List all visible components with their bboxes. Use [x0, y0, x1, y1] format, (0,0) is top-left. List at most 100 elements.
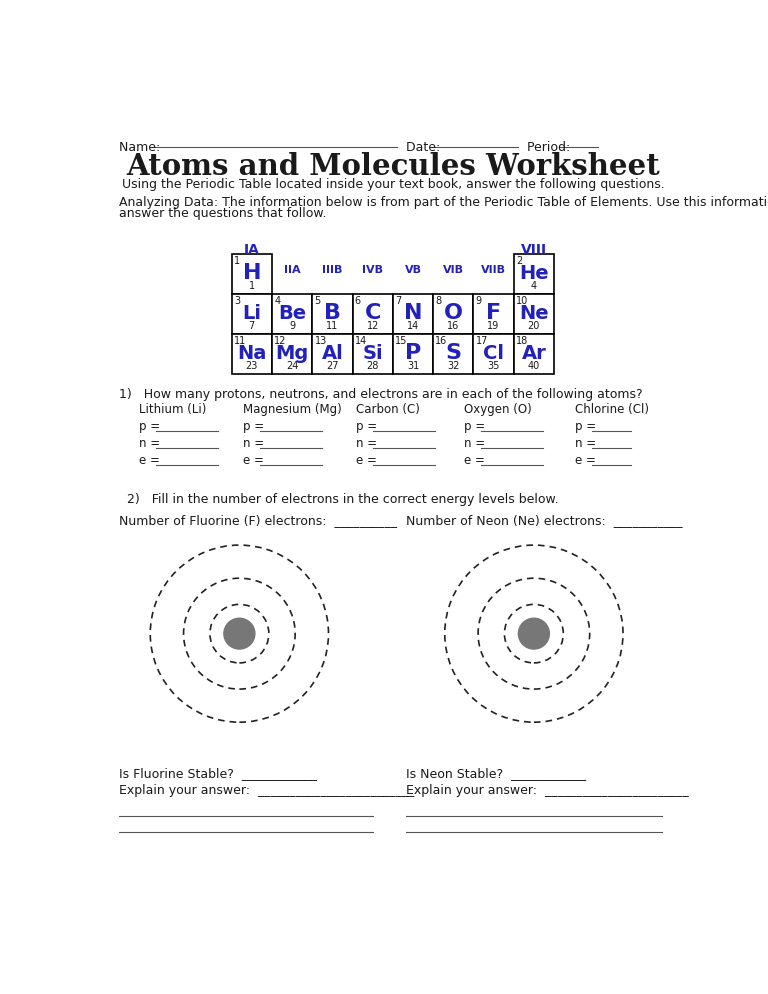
Text: 4: 4 [531, 281, 537, 291]
Text: Al: Al [322, 344, 343, 363]
Text: 1)   How many protons, neutrons, and electrons are in each of the following atom: 1) How many protons, neutrons, and elect… [119, 388, 643, 401]
Text: Number of Fluorine (F) electrons:  __________: Number of Fluorine (F) electrons: ______… [119, 514, 397, 527]
Text: p =: p = [356, 420, 377, 433]
Bar [514, 294, 554, 334]
Text: Analyzing Data: The information below is from part of the Periodic Table of Elem: Analyzing Data: The information below is… [119, 196, 768, 210]
Bar [433, 334, 473, 374]
Text: 13: 13 [315, 336, 327, 347]
Text: N: N [404, 303, 422, 323]
Text: 20: 20 [528, 321, 540, 331]
Text: Mg: Mg [276, 344, 309, 363]
Text: Lithium (Li): Lithium (Li) [139, 404, 206, 416]
Text: e =: e = [139, 454, 160, 467]
Text: 3: 3 [234, 296, 240, 306]
Text: Cl: Cl [483, 344, 504, 363]
Bar [353, 334, 392, 374]
Text: p =: p = [464, 420, 485, 433]
Text: Explain your answer:  _________________________: Explain your answer: ___________________… [119, 784, 415, 797]
Text: 10: 10 [516, 296, 528, 306]
Text: p =: p = [139, 420, 160, 433]
Bar [232, 334, 272, 374]
Text: Ne: Ne [519, 304, 548, 323]
Text: 32: 32 [447, 361, 459, 371]
Text: IIA: IIA [283, 265, 300, 275]
Bar [433, 294, 473, 334]
Text: 8: 8 [435, 296, 442, 306]
Bar [392, 294, 433, 334]
Bar [353, 294, 392, 334]
Text: p =: p = [575, 420, 596, 433]
Text: 15: 15 [396, 336, 408, 347]
Circle shape [224, 618, 255, 649]
Text: O: O [444, 303, 463, 323]
Text: 23: 23 [246, 361, 258, 371]
Text: 12: 12 [274, 336, 286, 347]
Text: e =: e = [243, 454, 264, 467]
Text: 28: 28 [366, 361, 379, 371]
Bar [272, 294, 313, 334]
Text: 7: 7 [396, 296, 402, 306]
Text: e =: e = [356, 454, 376, 467]
Text: p =: p = [243, 420, 264, 433]
Text: 14: 14 [407, 321, 419, 331]
Text: n =: n = [356, 437, 377, 450]
Text: Number of Neon (Ne) electrons:  ___________: Number of Neon (Ne) electrons: _________… [406, 514, 683, 527]
Text: S: S [445, 343, 462, 364]
Text: F: F [486, 303, 502, 323]
Text: Is Neon Stable?  ____________: Is Neon Stable? ____________ [406, 766, 586, 780]
Text: Na: Na [237, 344, 266, 363]
Text: 11: 11 [326, 321, 339, 331]
Text: 31: 31 [407, 361, 419, 371]
Text: 16: 16 [435, 336, 448, 347]
Text: Li: Li [242, 304, 261, 323]
Text: IVB: IVB [362, 265, 383, 275]
Text: C: C [365, 303, 381, 323]
Text: 12: 12 [366, 321, 379, 331]
Text: 35: 35 [488, 361, 500, 371]
Bar [514, 254, 554, 294]
Text: 7: 7 [249, 321, 255, 331]
Bar [232, 294, 272, 334]
Circle shape [518, 618, 549, 649]
Text: e =: e = [464, 454, 485, 467]
Text: answer the questions that follow.: answer the questions that follow. [119, 207, 326, 220]
Text: Be: Be [278, 304, 306, 323]
Text: n =: n = [243, 437, 264, 450]
Text: 19: 19 [488, 321, 500, 331]
Text: Date:: Date: [406, 141, 444, 154]
Text: Si: Si [362, 344, 383, 363]
Text: 9: 9 [475, 296, 482, 306]
Text: B: B [324, 303, 341, 323]
Bar [392, 334, 433, 374]
Bar [313, 294, 353, 334]
Text: Chlorine (Cl): Chlorine (Cl) [575, 404, 649, 416]
Bar [514, 334, 554, 374]
Text: e =: e = [575, 454, 596, 467]
Text: 14: 14 [355, 336, 367, 347]
Text: Explain your answer:  _______________________: Explain your answer: ___________________… [406, 784, 689, 797]
Bar [272, 334, 313, 374]
Text: 27: 27 [326, 361, 339, 371]
Text: 40: 40 [528, 361, 540, 371]
Text: 11: 11 [234, 336, 247, 347]
Text: VIB: VIB [443, 265, 464, 275]
Text: Period:: Period: [527, 141, 574, 154]
Text: IIIB: IIIB [323, 265, 343, 275]
Text: VB: VB [405, 265, 422, 275]
Text: Using the Periodic Table located inside your text book, answer the following que: Using the Periodic Table located inside … [122, 178, 665, 191]
Text: P: P [405, 343, 421, 364]
Text: Atoms and Molecules Worksheet: Atoms and Molecules Worksheet [127, 152, 660, 181]
Text: n =: n = [464, 437, 485, 450]
Text: IA: IA [243, 244, 260, 257]
Text: 18: 18 [516, 336, 528, 347]
Text: 6: 6 [355, 296, 361, 306]
Text: 17: 17 [475, 336, 488, 347]
Text: 1: 1 [249, 281, 255, 291]
Bar [313, 334, 353, 374]
Text: 16: 16 [447, 321, 459, 331]
Text: n =: n = [139, 437, 160, 450]
Text: Magnesium (Mg): Magnesium (Mg) [243, 404, 342, 416]
Text: He: He [519, 263, 548, 282]
Text: Carbon (C): Carbon (C) [356, 404, 419, 416]
Text: Ar: Ar [521, 344, 546, 363]
